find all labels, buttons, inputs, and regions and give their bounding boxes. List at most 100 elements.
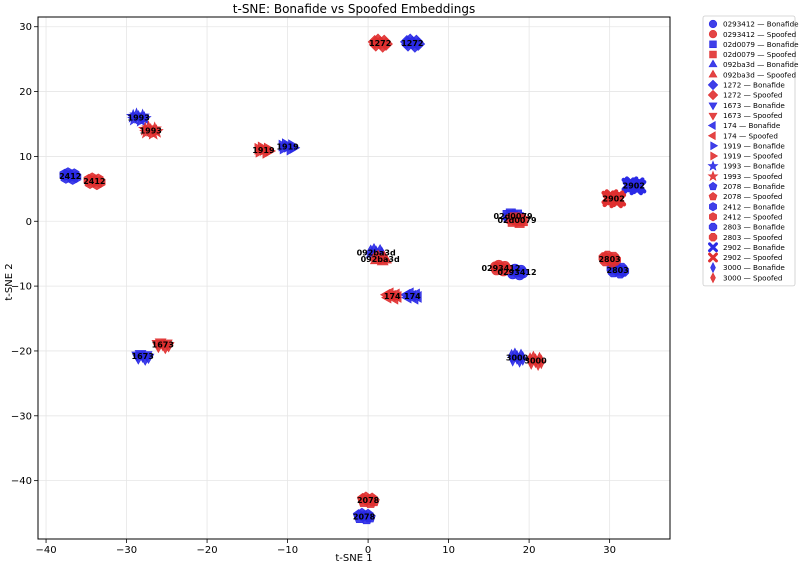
cluster-label: 02d0079	[497, 216, 537, 225]
legend-marker	[709, 40, 717, 49]
cluster-label: 2412	[83, 177, 105, 186]
data-point-1993-spoofed	[149, 123, 164, 138]
y-tick-label: 20	[19, 87, 32, 98]
legend-entry-label: 092ba3d — Bonafide	[723, 60, 799, 69]
legend-entry-label: 0293412 — Spoofed	[723, 30, 796, 39]
legend-marker	[707, 160, 719, 171]
data-point-1993-bonafide	[137, 110, 152, 125]
data-point-2803-spoofed	[598, 252, 610, 264]
legend-entry-label: 02d0079 — Bonafide	[723, 40, 799, 49]
legend-marker	[708, 181, 718, 191]
legend-entry-label: 174 — Bonafide	[723, 121, 781, 130]
legend-marker	[708, 19, 718, 29]
legend-marker	[708, 59, 718, 68]
data-point-0293412-bonafide	[517, 267, 529, 279]
plot-frame	[37, 16, 671, 540]
data-point-174-bonafide	[400, 288, 411, 301]
data-point-2078-bonafide	[364, 511, 376, 523]
legend-marker	[708, 233, 718, 242]
data-point-02d0079-spoofed	[517, 216, 528, 227]
y-tick-label: −40	[11, 476, 32, 487]
data-point-3000-spoofed	[537, 354, 546, 370]
data-point-2803-spoofed	[609, 254, 621, 266]
legend-entry-label: 1919 — Bonafide	[723, 141, 785, 150]
data-point-2902-spoofed	[601, 190, 615, 205]
x-tick-label: −40	[35, 545, 56, 556]
data-point-174-spoofed	[391, 290, 402, 303]
legend-marker	[708, 102, 718, 111]
data-point-174-bonafide	[411, 290, 422, 303]
cluster-label: 3000	[524, 357, 547, 366]
cluster-label: 1673	[132, 352, 154, 361]
data-point-02d0079-spoofed	[506, 213, 517, 224]
data-point-1919-spoofed	[254, 142, 265, 155]
data-point-2412-bonafide	[70, 170, 82, 184]
legend-marker	[707, 121, 716, 130]
x-tick-label: 20	[523, 545, 536, 556]
legend-entry-label: 1272 — Spoofed	[723, 91, 782, 100]
cluster-label: 2078	[353, 512, 376, 521]
legend-marker	[707, 89, 719, 101]
legend-marker	[710, 141, 719, 151]
data-point-1919-bonafide	[289, 141, 301, 154]
cluster-label: 1993	[128, 114, 150, 123]
plot-area: −40 −30 −20 −10 0 10 20 30 −40 −30 −20 −10 0 10 20 30 02…	[11, 16, 671, 556]
legend-marker	[708, 252, 718, 263]
x-tick-label: −20	[197, 545, 218, 556]
data-point-1919-bonafide	[278, 139, 289, 152]
legend-entry-label: 2803 — Bonafide	[723, 223, 785, 232]
legend-entry-label: 2412 — Bonafide	[723, 202, 785, 211]
legend-marker	[709, 212, 717, 222]
cluster-label: 174	[384, 292, 401, 301]
x-axis-title: t-SNE 1	[335, 553, 372, 564]
legend-entry-label: 2412 — Spoofed	[723, 212, 782, 221]
x-tick-label: −10	[277, 545, 298, 556]
legend-marker	[708, 242, 718, 253]
data-point-2902-bonafide	[632, 179, 647, 194]
data-point-2412-spoofed	[94, 176, 106, 189]
y-tick-label: −10	[11, 282, 32, 293]
data-point-0293412-spoofed	[501, 263, 513, 275]
cluster-label: 2412	[59, 172, 81, 181]
cluster-label: 1272	[401, 39, 423, 48]
legend-entry-label: 3000 — Bonafide	[723, 263, 785, 272]
cluster-label: 1272	[369, 39, 391, 48]
data-point-2803-bonafide	[617, 265, 630, 277]
data-point-174-spoofed	[379, 288, 391, 301]
legend-marker	[710, 272, 716, 284]
data-point-092ba3d-spoofed	[368, 250, 381, 262]
legend-entry-label: 0293412 — Bonafide	[723, 20, 799, 29]
cluster-label: 1993	[140, 126, 162, 135]
legend-entry-label: 174 — Spoofed	[723, 131, 778, 140]
y-tick-label: 0	[26, 217, 32, 228]
data-point-1673-spoofed	[151, 339, 164, 351]
data-point-092ba3d-bonafide	[364, 244, 377, 255]
chart-title: t-SNE: Bonafide vs Spoofed Embeddings	[233, 2, 475, 16]
data-point-2078-spoofed	[368, 495, 380, 507]
data-point-1673-bonafide	[142, 353, 155, 365]
data-point-2902-bonafide	[621, 177, 636, 192]
data-point-092ba3d-spoofed	[380, 253, 392, 264]
data-point-1272-spoofed	[367, 34, 382, 49]
y-axis-title: t-SNE 2	[4, 263, 15, 300]
x-tick-label: 30	[603, 545, 616, 556]
cluster-label: 2902	[623, 182, 645, 191]
cluster-label: 2803	[607, 266, 629, 275]
cluster-label: 092ba3d	[357, 248, 396, 257]
data-point-0293412-spoofed	[490, 261, 501, 273]
cluster-label: 174	[404, 292, 421, 301]
legend-entry-label: 2803 — Spoofed	[723, 233, 782, 242]
legend-entry-label: 2078 — Bonafide	[723, 182, 785, 191]
cluster-label: 3000	[506, 353, 529, 362]
data-point-1919-spoofed	[265, 145, 277, 157]
data-point-1993-spoofed	[138, 121, 153, 136]
y-tick-label: −30	[11, 411, 32, 422]
data-point-3000-bonafide	[519, 351, 527, 366]
legend-entry-label: 1993 — Spoofed	[723, 172, 782, 181]
data-point-1673-spoofed	[162, 342, 175, 353]
legend-marker	[709, 202, 717, 212]
legend-marker	[710, 151, 719, 161]
legend-marker	[707, 170, 719, 181]
